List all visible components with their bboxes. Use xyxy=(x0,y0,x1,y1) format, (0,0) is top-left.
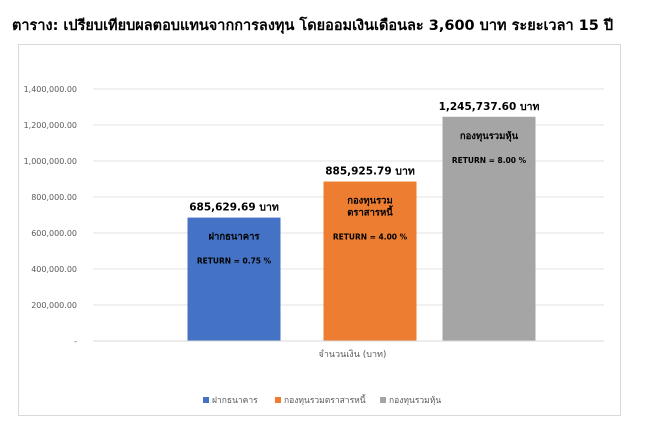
y-tick-label: 400,000.00 xyxy=(31,265,77,274)
data-label: 885,925.79 บาท xyxy=(325,166,415,178)
y-tick-label: 800,000.00 xyxy=(31,193,77,202)
bar xyxy=(442,116,536,341)
y-axis-ticks: - 200,000.00 400,000.00 600,000.00 800,000.0… xyxy=(24,85,78,346)
y-tick-label: 1,000,000.00 xyxy=(24,157,77,166)
legend-label: ฝากธนาคาร xyxy=(212,396,258,406)
bars xyxy=(187,116,536,341)
bar xyxy=(323,181,417,341)
bar-name-label: กองทุนรวม xyxy=(347,196,393,207)
bar-return-label: RETURN = 0.75 % xyxy=(197,257,272,266)
y-tick-label: - xyxy=(74,337,77,346)
data-label: 685,629.69 บาท xyxy=(189,202,279,214)
legend-label: กองทุนรวมหุ้น xyxy=(389,395,441,406)
bar-return-label: RETURN = 4.00 % xyxy=(333,233,408,242)
y-tick-label: 1,200,000.00 xyxy=(24,121,77,130)
bar-return-label: RETURN = 8.00 % xyxy=(452,156,527,165)
bar-name-label: ตราสารหนี้ xyxy=(347,205,393,219)
x-axis-label: จำนวนเงิน (บาท) xyxy=(319,349,387,360)
bar xyxy=(187,217,281,341)
bar-chart: - 200,000.00 400,000.00 600,000.00 800,000.0… xyxy=(24,85,604,406)
legend-swatch xyxy=(380,397,386,403)
y-tick-label: 600,000.00 xyxy=(31,229,77,238)
bar-name-label: ฝากธนาคาร xyxy=(208,231,260,243)
chart-title: ตาราง: เปรียบเทียบผลตอบแทนจากการลงทุน โด… xyxy=(12,18,614,34)
legend-swatch xyxy=(203,397,209,403)
y-tick-label: 200,000.00 xyxy=(31,301,77,310)
data-label: 1,245,737.60 บาท xyxy=(439,101,540,113)
bar-name-label: กองทุนรวมหุ้น xyxy=(460,130,519,142)
legend: ฝากธนาคาร กองทุนรวมตราสารหนี้ กองทุนรวมหุ้… xyxy=(203,394,441,406)
chart-area: - 200,000.00 400,000.00 600,000.00 800,000.0… xyxy=(18,44,621,416)
legend-label: กองทุนรวมตราสารหนี้ xyxy=(284,394,366,406)
y-tick-label: 1,400,000.00 xyxy=(24,85,77,94)
legend-swatch xyxy=(275,397,281,403)
